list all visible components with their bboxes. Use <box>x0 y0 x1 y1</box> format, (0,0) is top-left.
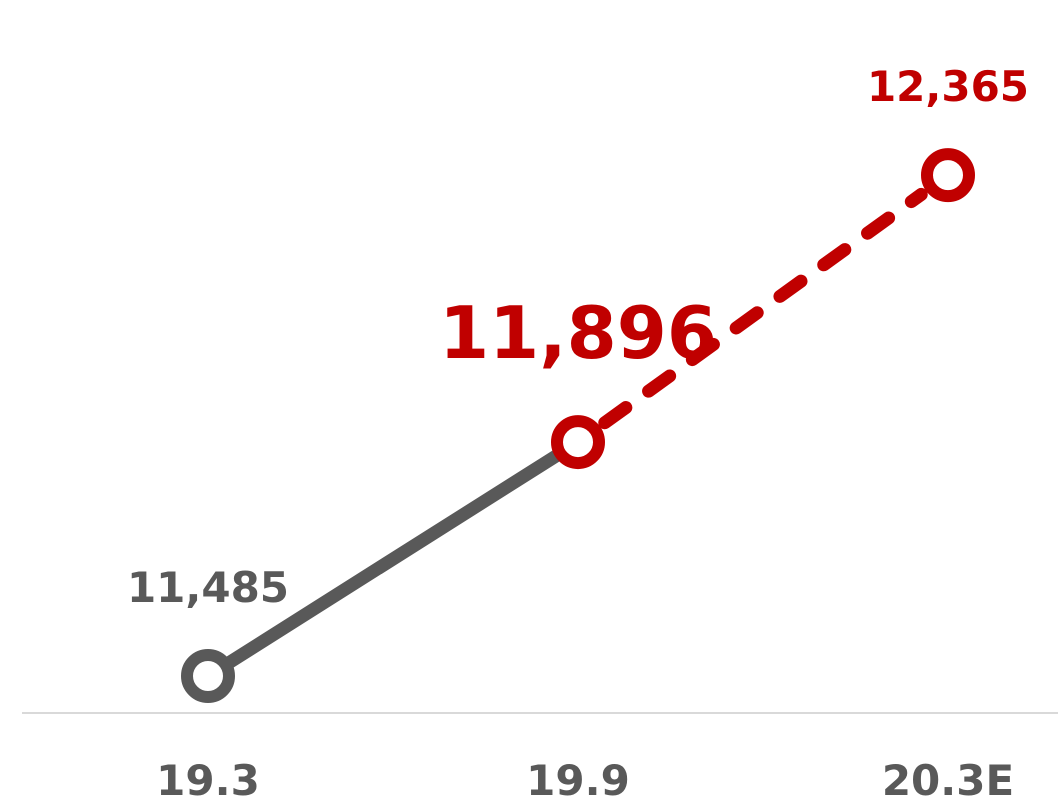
x-tick-label-19-9: 19.9 <box>526 756 630 805</box>
x-tick-label-19-3: 19.3 <box>156 756 260 805</box>
data-point-20-3e <box>927 154 969 196</box>
data-point-19-9 <box>557 421 599 463</box>
x-tick-label-20-3e: 20.3E <box>882 756 1014 805</box>
data-point-19-3 <box>187 655 229 697</box>
data-label-19-3: 11,485 <box>127 563 289 612</box>
series-line-actual <box>208 442 578 676</box>
data-label-20-3e: 12,365 <box>867 62 1029 111</box>
data-label-19-9: 11,896 <box>439 291 717 375</box>
